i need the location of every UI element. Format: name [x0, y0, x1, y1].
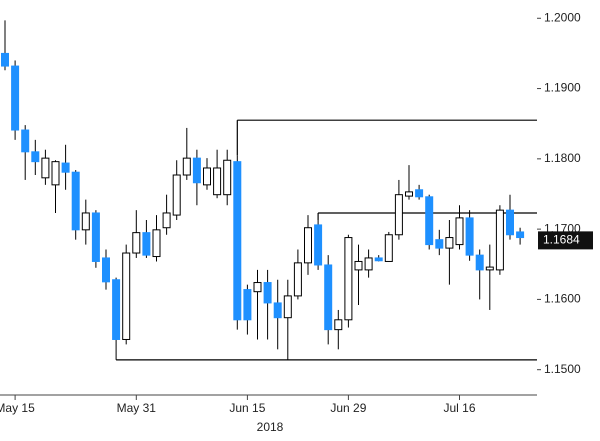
candle-body — [102, 257, 110, 283]
candle-body — [1, 52, 9, 67]
candle-body — [415, 189, 424, 198]
candle-body — [142, 232, 151, 256]
candle-body — [273, 302, 282, 319]
candle-body — [324, 264, 333, 331]
x-axis-label: 2018 — [257, 420, 284, 434]
candle-body — [11, 65, 20, 131]
candle-body — [394, 194, 403, 236]
candle-body — [263, 282, 272, 304]
candle-body — [344, 237, 353, 321]
candle-body — [465, 217, 474, 256]
candle-body — [41, 157, 50, 179]
candle-body — [283, 295, 292, 319]
candle-body — [71, 171, 80, 231]
candle-body — [132, 232, 141, 254]
candle-body — [162, 212, 171, 229]
candle-body — [182, 157, 191, 176]
candle-body — [364, 257, 373, 271]
candle-body — [172, 174, 181, 216]
candle-body — [425, 196, 434, 246]
candle-body — [112, 279, 121, 340]
candle-body — [243, 289, 252, 321]
candle-body — [203, 167, 211, 186]
candle-body — [495, 209, 504, 271]
x-tick-label: May 15 — [0, 401, 35, 415]
candle-body — [213, 167, 222, 196]
candle-body — [334, 319, 343, 331]
candle-body — [374, 257, 383, 262]
x-tick-label: Jun 15 — [229, 401, 265, 415]
y-tick-label: 1.1800 — [544, 151, 581, 165]
candle-body — [506, 209, 514, 236]
candle-body — [91, 212, 100, 262]
candle-body — [233, 161, 242, 321]
candle-body — [354, 260, 363, 271]
last-price-label: 1.1684 — [543, 233, 580, 247]
candle-body — [152, 229, 161, 258]
candle-body — [384, 234, 393, 262]
x-tick-label: May 31 — [117, 401, 157, 415]
candle-body — [516, 231, 525, 239]
candle-body — [81, 212, 90, 231]
candle-body — [61, 162, 70, 173]
candle-body — [253, 282, 262, 293]
candle-body — [122, 252, 131, 340]
y-tick-label: 1.1900 — [544, 81, 581, 95]
candle-body — [223, 159, 232, 196]
y-tick-label: 1.1500 — [544, 362, 581, 376]
y-tick-label: 1.1600 — [544, 292, 581, 306]
candle-body — [192, 157, 201, 184]
candle-body — [435, 239, 444, 249]
candle-body — [51, 161, 60, 186]
candle-body — [304, 227, 312, 264]
candle-body — [314, 224, 323, 266]
x-tick-label: Jun 29 — [330, 401, 366, 415]
y-tick-label: 1.2000 — [544, 10, 581, 24]
candle-body — [31, 151, 40, 163]
candle-body — [445, 237, 454, 249]
candle-body — [21, 129, 30, 153]
last-price-box — [538, 231, 593, 250]
candle-body — [485, 266, 494, 271]
candle-body — [455, 217, 464, 246]
candle-body — [475, 254, 484, 271]
candle-body — [293, 262, 302, 297]
x-tick-label: Jul 16 — [443, 401, 475, 415]
candle-body — [405, 191, 413, 197]
